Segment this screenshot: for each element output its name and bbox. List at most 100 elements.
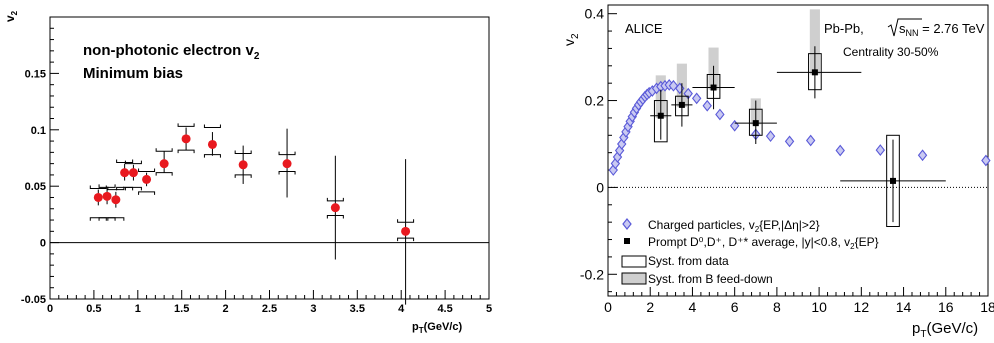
left-syst-bracket (155, 148, 173, 152)
svg-text:Charged particles, v2{EP,|Δη|>: Charged particles, v2{EP,|Δη|>2} (648, 218, 820, 234)
left-data-marker (111, 195, 121, 205)
right-y-tick-label: -0.2 (580, 266, 604, 282)
right-feeddown-syst-box (809, 9, 820, 75)
left-data-point (234, 145, 252, 184)
left-data-point (116, 159, 134, 191)
left-syst-bracket (203, 124, 221, 129)
right-x-tick-label: 12 (854, 299, 870, 315)
left-data-point (89, 185, 107, 221)
right-x-axis-label: pT(GeV/c) (912, 320, 978, 340)
left-syst-bracket (278, 171, 296, 175)
left-data-point (326, 155, 344, 260)
left-x-tick-label: 1.5 (174, 303, 189, 315)
left-syst-bracket (138, 191, 156, 195)
left-syst-bracket (89, 217, 107, 221)
charged-particle-marker (765, 130, 776, 143)
right-data-layer (608, 9, 991, 228)
svg-text:Syst. from B feed-down: Syst. from B feed-down (648, 272, 773, 286)
left-x-tick-label: 3 (310, 303, 316, 315)
prompt-d-point (734, 100, 777, 144)
left-annotation-subtitle: Minimum bias (83, 65, 183, 82)
legend-entry-prompt-d: Prompt D⁰,D⁺, D⁺* average, |y|<0.8, v2{E… (624, 235, 879, 251)
left-syst-bracket (397, 219, 415, 223)
sqrt-sign (887, 18, 922, 37)
left-x-tick-label: 4.5 (437, 303, 452, 315)
prompt-d-marker (710, 84, 717, 91)
right-axes: 0 2 4 6 8 10 12 14 16 18 -0.2 0 0.2 0.4 (580, 6, 994, 315)
left-data-marker (120, 168, 130, 178)
right-x-tick-label: 4 (689, 299, 697, 315)
charged-particle-marker (981, 154, 991, 167)
left-syst-bracket (138, 168, 156, 173)
left-y-tick-label: 0.15 (25, 68, 46, 80)
charged-particle-marker (875, 144, 886, 156)
left-syst-bracket (203, 154, 221, 158)
right-annotation-system: Pb-Pb, sNN = 2.76 TeV (824, 18, 985, 38)
prompt-d-marker (657, 112, 664, 119)
left-data-point (397, 159, 415, 305)
left-y-axis-label: v2 (3, 10, 19, 22)
right-annotation-centrality: Centrality 30-50% (843, 45, 939, 59)
left-annotation-title: non-photonic electron v2 (83, 42, 260, 62)
left-syst-bracket (397, 237, 415, 242)
left-data-marker (207, 139, 217, 149)
prompt-d-marker (890, 177, 896, 184)
left-data-marker (159, 159, 169, 169)
right-y-tick-label: 0 (596, 179, 604, 195)
right-x-tick-label: 8 (773, 299, 781, 315)
left-data-marker (142, 174, 152, 184)
legend-entry-charged: Charged particles, v2{EP,|Δη|>2} (622, 218, 820, 234)
svg-text:Prompt D⁰,D⁺, D⁺* average, |y|: Prompt D⁰,D⁺, D⁺* average, |y|<0.8, v2{E… (648, 235, 879, 251)
left-data-marker (238, 160, 248, 170)
right-x-tick-label: 18 (980, 299, 994, 315)
left-data-marker (128, 168, 138, 178)
left-data-marker (181, 134, 191, 144)
legend-entry-syst-feeddown: Syst. from B feed-down (621, 272, 773, 286)
svg-text:Syst. from data: Syst. from data (648, 254, 729, 268)
left-data-marker (102, 191, 112, 201)
right-y-axis-label: v2 (561, 33, 581, 46)
prompt-d-marker (811, 69, 818, 76)
left-data-point (177, 123, 195, 154)
left-data-point (278, 128, 296, 198)
left-data-marker (401, 226, 411, 236)
left-plot-frame (49, 16, 490, 300)
legend-entry-syst-data: Syst. from data (621, 254, 729, 268)
charged-particle-marker (835, 144, 845, 157)
charged-particle-marker (729, 119, 740, 132)
left-x-tick-label: 4 (398, 303, 405, 315)
left-data-marker (282, 159, 292, 169)
charged-particle-marker (805, 134, 816, 147)
left-data-point (107, 186, 125, 221)
charged-particle-marker (691, 92, 702, 105)
right-x-tick-label: 16 (938, 299, 954, 315)
left-syst-bracket (326, 215, 344, 219)
left-y-tick-label: -0.05 (21, 294, 46, 306)
left-x-tick-label: 1 (135, 303, 141, 315)
prompt-d-point (650, 89, 672, 143)
left-data-layer (89, 123, 415, 305)
prompt-d-marker (752, 120, 759, 127)
left-syst-bracket (177, 123, 195, 127)
left-x-tick-label: 0.5 (86, 303, 101, 315)
charged-particle-marker (715, 108, 725, 121)
charged-particle-marker (675, 82, 685, 95)
left-x-tick-label: 0 (47, 303, 53, 315)
left-syst-bracket (278, 151, 296, 156)
left-data-point (124, 160, 142, 191)
right-legend: Charged particles, v2{EP,|Δη|>2} Prompt … (621, 218, 879, 286)
prompt-d-point (692, 65, 735, 110)
charged-particle-marker (917, 149, 928, 162)
left-y-tick-label: 0.05 (25, 181, 46, 193)
left-y-tick-label: 0 (40, 238, 46, 250)
left-syst-bracket (107, 217, 125, 221)
right-plot-frame (607, 4, 989, 297)
left-syst-bracket (124, 186, 142, 191)
prompt-d-marker (678, 101, 685, 108)
charged-particle-marker (784, 135, 795, 148)
left-syst-bracket (98, 184, 116, 188)
left-syst-bracket (107, 186, 125, 191)
left-syst-bracket (98, 217, 116, 221)
